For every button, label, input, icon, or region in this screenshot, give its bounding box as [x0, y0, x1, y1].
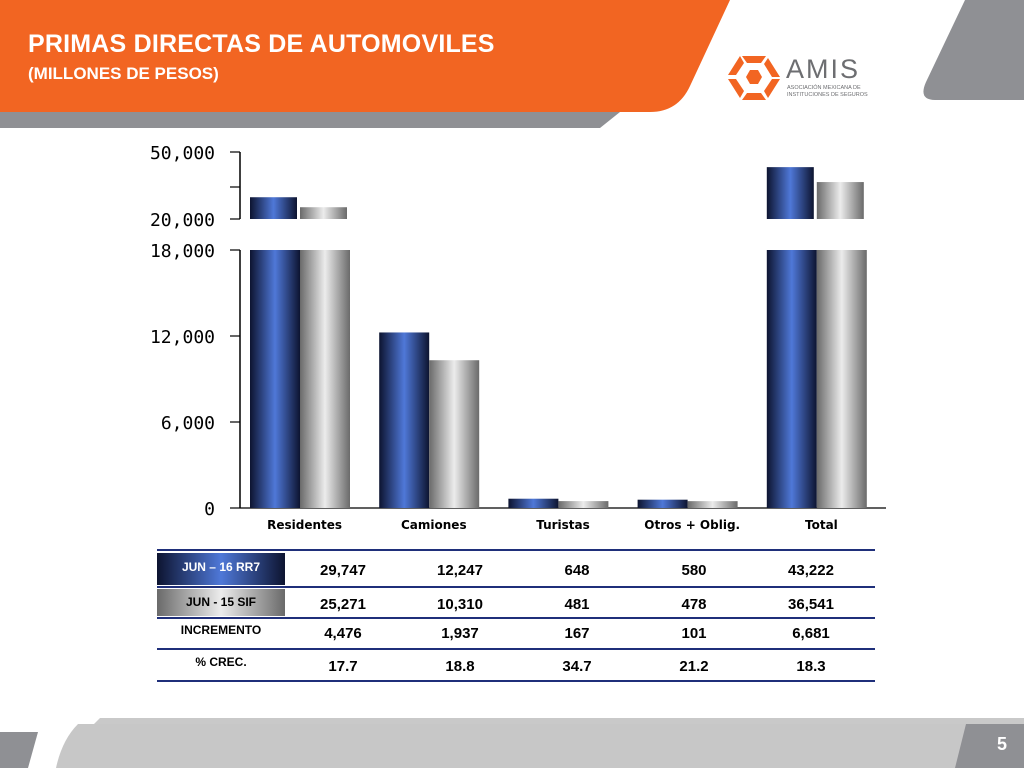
bar-jun16 [508, 498, 559, 508]
table-cell: 4,476 [324, 625, 362, 642]
y-tick-label: 0 [204, 499, 215, 520]
footer-page-block [955, 724, 1024, 768]
y-tick-label: 50,000 [150, 143, 215, 164]
bar-jun16 [637, 499, 688, 508]
header-gray-band [0, 112, 620, 128]
bar-jun15 [300, 250, 350, 508]
table-cell: 25,271 [320, 596, 366, 613]
logo-name: AMIS [786, 54, 861, 84]
table-row: JUN - 15 SIF 25,271 10,310 481 478 36,54… [157, 588, 875, 618]
x-tick-label: Camiones [401, 518, 467, 532]
table-cell: 34.7 [562, 658, 592, 675]
x-tick-label: Otros + Oblig. [644, 518, 740, 532]
table-cell: 10,310 [437, 596, 483, 613]
bar-jun15 [429, 360, 480, 508]
logo-subtitle: ASOCIACIÓN MEXICANA DE INSTITUCIONES DE … [787, 85, 868, 98]
table-row: % CREC. 17.7 18.8 34.7 21.2 18.3 [157, 650, 875, 680]
table-cell: 167 [564, 625, 590, 642]
table-cell: 12,247 [437, 562, 483, 579]
x-tick-label: Total [805, 518, 838, 532]
header-gray-tab [923, 0, 1024, 100]
bar-jun15 [687, 501, 738, 508]
y-tick-label: 12,000 [150, 327, 215, 348]
table-cell: 580 [681, 562, 707, 579]
table-cell: 6,681 [792, 625, 830, 642]
table-cell: 1,937 [441, 625, 479, 642]
header-orange-panel [0, 0, 730, 112]
amis-hexagon-logo-icon [728, 56, 780, 100]
table-row: JUN – 16 RR7 29,747 12,247 648 580 43,22… [157, 551, 875, 585]
bar-upper-jun15 [300, 207, 347, 219]
table-rule [157, 586, 875, 588]
bar-jun15 [558, 501, 609, 508]
table-rule [157, 648, 875, 650]
table-cell: 18.3 [796, 658, 826, 675]
table-cell: 17.7 [328, 658, 358, 675]
amis-logo: AMIS ASOCIACIÓN MEXICANA DE INSTITUCIONE… [728, 52, 878, 104]
table-rule [157, 549, 875, 551]
y-tick-label: 20,000 [150, 210, 215, 231]
page-number: 5 [996, 734, 1007, 754]
table-rule [157, 617, 875, 619]
table-cell: 101 [681, 625, 707, 642]
page-subtitle: (MILLONES DE PESOS) [28, 64, 219, 83]
footer-left-tab [0, 732, 38, 768]
table-cell: 29,747 [320, 562, 366, 579]
table-rule [157, 680, 875, 682]
table-cell: 21.2 [679, 658, 709, 675]
table-cell: 478 [681, 596, 707, 613]
bar-upper-jun15 [816, 182, 864, 219]
table-row: INCREMENTO 4,476 1,937 167 101 6,681 [157, 619, 875, 649]
bar-upper-jun16 [250, 197, 297, 219]
row-label-crec: % CREC. [195, 655, 247, 669]
row-label-jun15: JUN - 15 SIF [157, 589, 285, 616]
x-tick-label: Turistas [536, 518, 590, 532]
table-cell: 43,222 [788, 562, 834, 579]
bar-jun15 [816, 250, 867, 508]
footer-thin-band [94, 718, 1024, 724]
y-tick-label: 6,000 [161, 413, 215, 434]
table-cell: 648 [564, 562, 590, 579]
y-tick-label: 18,000 [150, 241, 215, 262]
footer-gray-bar [56, 724, 1024, 768]
table-cell: 36,541 [788, 596, 834, 613]
bar-jun16 [766, 250, 817, 508]
row-label-jun16: JUN – 16 RR7 [157, 553, 285, 585]
x-tick-label: Residentes [267, 518, 342, 532]
bar-jun16 [379, 332, 430, 508]
table-cell: 18.8 [445, 658, 475, 675]
row-label-incremento: INCREMENTO [180, 623, 262, 637]
table-cell: 481 [564, 596, 590, 613]
bar-upper-jun16 [766, 167, 814, 219]
page-title: PRIMAS DIRECTAS DE AUTOMOVILES [28, 30, 495, 58]
bar-jun16 [250, 250, 300, 508]
